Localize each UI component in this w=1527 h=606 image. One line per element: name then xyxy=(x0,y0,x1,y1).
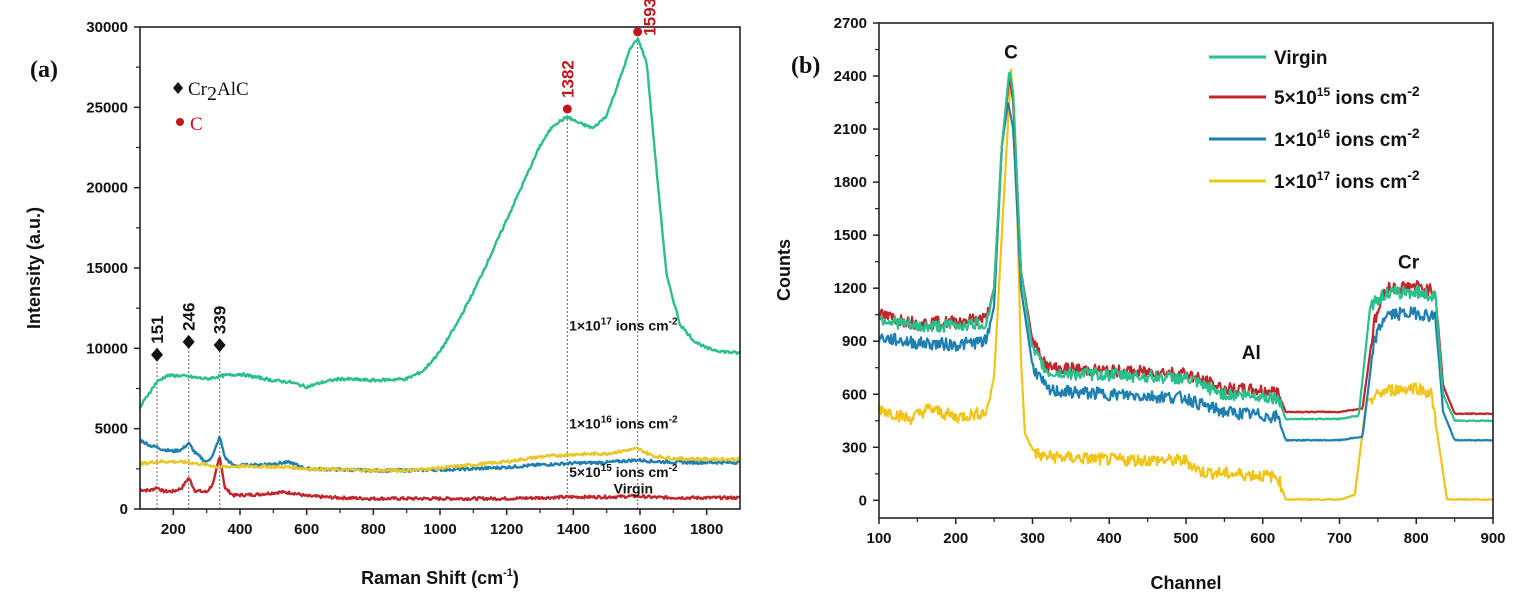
y-tick-label: 1200 xyxy=(834,280,867,297)
y-tick-label: 1800 xyxy=(834,174,867,191)
diamond-marker-icon xyxy=(182,334,195,349)
circle-marker-icon xyxy=(176,118,184,126)
x-tick-label: 900 xyxy=(1480,530,1505,547)
series-line-2 xyxy=(877,102,1494,442)
diamond-marker-icon xyxy=(173,82,183,94)
series-line-3 xyxy=(878,68,1494,501)
panel-b-x-ticks: 100 200 300 400 500 600 700 800 900 xyxy=(866,518,1506,547)
x-tick-label: 1600 xyxy=(623,521,656,538)
curve-labels: 1×1017 ions cm-2 1×1016 ions cm-2 5×1015 i… xyxy=(569,317,678,497)
peak-label: 151 xyxy=(148,315,167,343)
panel-b-curves xyxy=(877,68,1494,501)
series-line-0 xyxy=(139,456,741,502)
x-tick-label: 700 xyxy=(1327,530,1352,547)
series-line-3 xyxy=(138,37,741,409)
curve-label: Virgin xyxy=(614,481,653,497)
legend-c: C xyxy=(190,114,203,135)
y-tick-label: 0 xyxy=(859,492,867,509)
panel-a: (a) 200 400 600 800 1000 1200 1400 1600 1800 0 50… xyxy=(24,0,741,588)
panel-b-x-axis-title: Channel xyxy=(1150,573,1221,593)
x-tick-label: 1400 xyxy=(557,521,590,538)
panel-b-y-ticks: 0 300 600 900 1200 1500 1800 2100 2400 2700 xyxy=(834,15,879,509)
panel-a-x-ticks: 200 400 600 800 1000 1200 1400 1600 1800 xyxy=(161,509,723,538)
legend-entry: 5×1015 ions cm-2 xyxy=(1274,83,1420,109)
curve-label: 1×1017 ions cm-2 xyxy=(569,317,678,334)
legend-entry: 1×1016 ions cm-2 xyxy=(1274,125,1420,151)
panel-a-curves xyxy=(138,37,741,502)
panel-a-legend: Cr2AlC C xyxy=(173,79,249,135)
legend-entry: 1×1017 ions cm-2 xyxy=(1274,167,1420,193)
peak-label: 1382 xyxy=(558,60,577,98)
diamond-marker-icon xyxy=(151,347,163,362)
y-tick-label: 30000 xyxy=(86,19,128,36)
element-label: Al xyxy=(1242,343,1261,364)
y-tick-label: 2400 xyxy=(834,68,867,85)
peak-label: 1593 xyxy=(641,0,660,36)
x-tick-label: 200 xyxy=(943,530,968,547)
peak-guide-lines xyxy=(156,37,639,509)
panel-a-label: (a) xyxy=(30,57,58,83)
y-tick-label: 300 xyxy=(842,439,867,456)
legend-cr2alc: Cr2AlC xyxy=(188,79,249,105)
panel-b-legend: Virgin 5×1015 ions cm-2 1×1016 ions cm-2 1×… xyxy=(1209,48,1420,193)
panel-a-y-axis-title: Intensity (a.u.) xyxy=(24,207,44,329)
y-tick-label: 15000 xyxy=(86,260,128,277)
x-tick-label: 400 xyxy=(227,521,252,538)
y-tick-label: 2100 xyxy=(834,121,867,138)
series-line-2 xyxy=(139,446,741,473)
x-tick-label: 600 xyxy=(294,521,319,538)
x-tick-label: 1800 xyxy=(690,521,723,538)
legend-entry: Virgin xyxy=(1274,48,1328,69)
element-labels: C Al Cr xyxy=(1004,42,1420,364)
y-tick-label: 25000 xyxy=(86,99,128,116)
x-tick-label: 800 xyxy=(361,521,386,538)
panel-b: (b) 100 200 300 400 500 600 700 800 900 0 300 600 9… xyxy=(774,15,1506,593)
y-tick-label: 20000 xyxy=(86,180,128,197)
peak-label: 339 xyxy=(211,306,230,334)
diamond-marker-icon xyxy=(213,338,226,353)
panel-b-label: (b) xyxy=(791,53,820,79)
panel-a-x-axis-title: Raman Shift (cm-1) xyxy=(361,567,519,588)
element-label: C xyxy=(1004,42,1018,63)
peak-label: 246 xyxy=(180,303,199,331)
y-tick-label: 900 xyxy=(842,333,867,350)
x-tick-label: 600 xyxy=(1250,530,1275,547)
x-tick-label: 300 xyxy=(1020,530,1045,547)
panel-b-y-axis-title: Counts xyxy=(774,239,794,301)
circle-marker-icon xyxy=(633,27,643,37)
curve-label: 5×1015 ions cm-2 xyxy=(569,463,678,480)
y-tick-label: 5000 xyxy=(95,421,128,438)
y-tick-label: 2700 xyxy=(834,15,867,32)
y-tick-label: 1500 xyxy=(834,227,867,244)
y-tick-label: 600 xyxy=(842,386,867,403)
series-line-0 xyxy=(877,71,1494,423)
x-tick-label: 100 xyxy=(866,530,891,547)
panel-a-y-ticks: 0 5000 10000 15000 20000 25000 30000 xyxy=(86,19,140,518)
circle-marker-icon xyxy=(562,104,572,114)
x-tick-label: 500 xyxy=(1173,530,1198,547)
x-tick-label: 800 xyxy=(1404,530,1429,547)
peak-annotations: 151 246 339 1382 1593 xyxy=(148,0,660,362)
x-tick-label: 200 xyxy=(161,521,186,538)
curve-label: 1×1016 ions cm-2 xyxy=(569,415,678,432)
element-label: Cr xyxy=(1398,253,1420,274)
y-tick-label: 0 xyxy=(120,501,128,518)
x-tick-label: 400 xyxy=(1097,530,1122,547)
y-tick-label: 10000 xyxy=(86,340,128,357)
x-tick-label: 1000 xyxy=(423,521,456,538)
x-tick-label: 1200 xyxy=(490,521,523,538)
